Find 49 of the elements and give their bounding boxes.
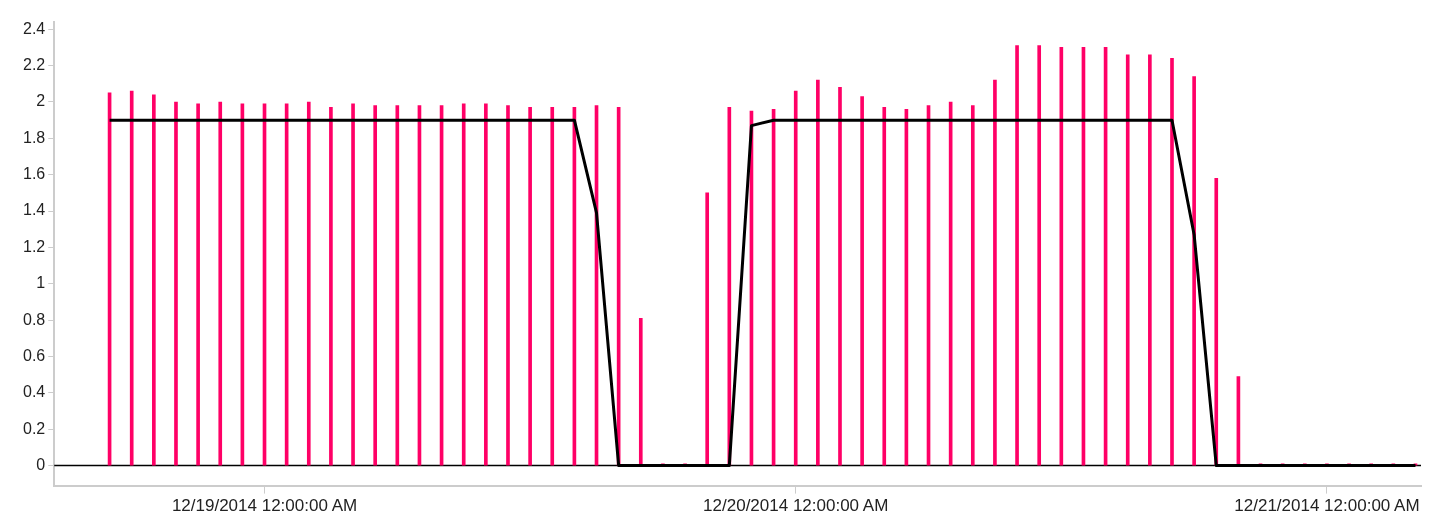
x-tick-label: 12/21/2014 12:00:00 AM: [1234, 496, 1420, 516]
x-tick-label: 12/19/2014 12:00:00 AM: [171, 496, 358, 516]
x-tick-label: 12/20/2014 12:00:00 AM: [703, 496, 889, 516]
y-tick-label: 2.2: [22, 56, 46, 74]
bar: [838, 87, 842, 466]
bar: [461, 103, 466, 466]
bar: [727, 107, 732, 466]
bar: [218, 101, 223, 466]
bar: [528, 107, 532, 466]
y-tick-label: 1.8: [22, 128, 46, 146]
bar: [484, 103, 488, 466]
bar: [705, 192, 710, 466]
y-tick-label: 0.2: [22, 419, 46, 437]
bar: [550, 107, 555, 466]
y-tick-label: 0: [36, 456, 46, 474]
y-tick-label: 1.6: [22, 165, 46, 183]
bar: [1125, 54, 1130, 466]
bar: [1148, 54, 1152, 466]
y-tick-label: 2.4: [22, 19, 46, 37]
bar: [993, 79, 997, 466]
bar: [816, 79, 820, 466]
bar: [506, 105, 510, 466]
bar: [329, 107, 333, 466]
bar: [638, 318, 643, 466]
bar: [129, 90, 134, 466]
y-tick-label: 1.4: [22, 201, 46, 219]
bar: [1015, 45, 1019, 466]
bar: [1059, 47, 1064, 466]
y-tick-label: 2: [36, 92, 46, 110]
y-tick-label: 0.6: [22, 346, 46, 364]
bar: [970, 105, 975, 466]
y-tick-label: 1: [36, 274, 46, 292]
bar: [395, 105, 400, 466]
bar: [152, 94, 156, 466]
bar: [306, 101, 311, 466]
bar: [882, 107, 887, 466]
bar: [1037, 45, 1042, 466]
bar: [174, 101, 178, 466]
y-tick-label: 0.4: [22, 383, 46, 401]
y-tick-label: 0.8: [22, 310, 46, 328]
bar: [196, 103, 200, 466]
bar: [1192, 76, 1196, 466]
bar: [373, 105, 378, 466]
bar: [1170, 58, 1174, 466]
bar: [1214, 178, 1219, 466]
y-tick-label: 1.2: [22, 237, 46, 255]
bar: [860, 96, 864, 466]
bar: [351, 103, 355, 466]
bar: [793, 90, 798, 466]
